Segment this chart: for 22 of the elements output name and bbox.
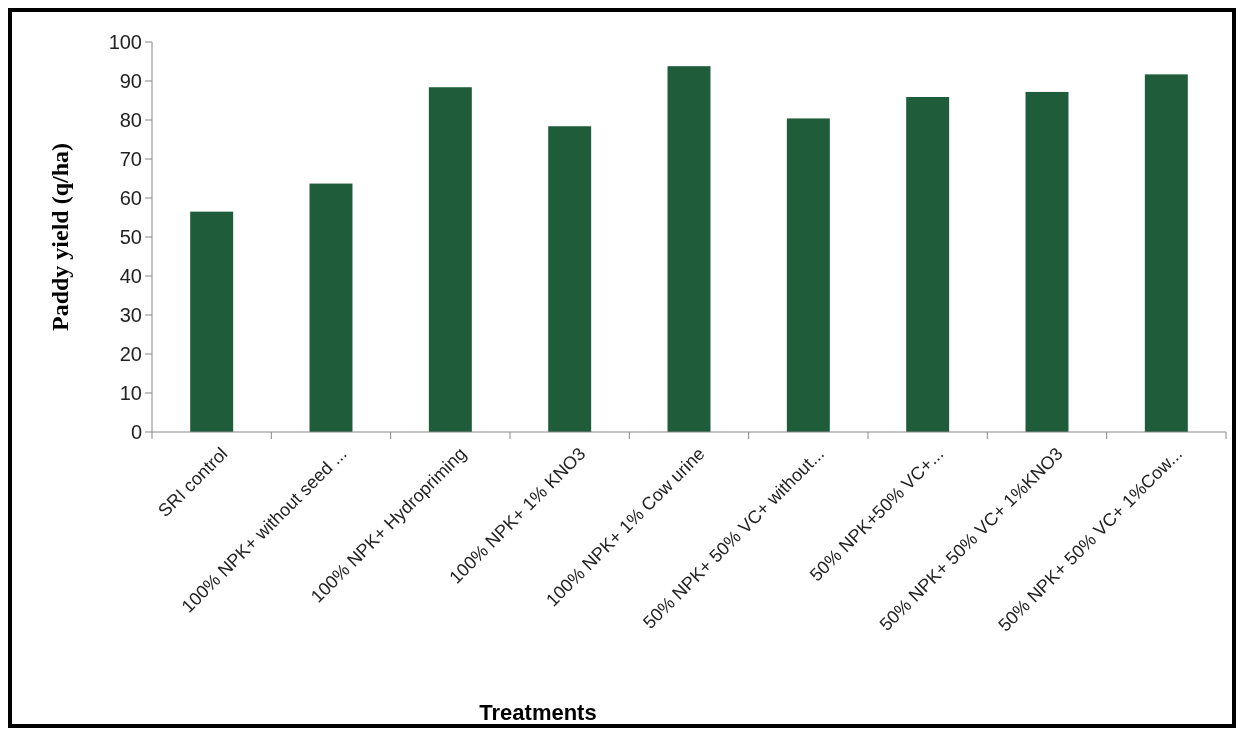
bar [428, 87, 472, 432]
y-tick-label: 100 [108, 31, 142, 53]
y-tick-label: 60 [119, 187, 142, 209]
bar [1144, 74, 1188, 432]
y-tick-label: 10 [119, 382, 142, 404]
x-axis-title: Treatments [479, 700, 597, 725]
bar [1025, 91, 1069, 432]
bar [906, 96, 950, 432]
y-tick-label: 20 [119, 343, 142, 365]
y-tick-label: 80 [119, 109, 142, 131]
bar [786, 118, 830, 432]
y-tick-label: 0 [130, 421, 142, 443]
y-tick-label: 30 [119, 304, 142, 326]
bar [667, 66, 711, 432]
y-tick-label: 40 [119, 265, 142, 287]
bar [309, 183, 353, 432]
y-tick-label: 70 [119, 148, 142, 170]
y-tick-label: 90 [119, 70, 142, 92]
y-axis-title: Paddy yield (q/ha) [47, 142, 73, 332]
bar [190, 211, 234, 432]
bar [548, 126, 592, 432]
y-tick-label: 50 [119, 226, 142, 248]
